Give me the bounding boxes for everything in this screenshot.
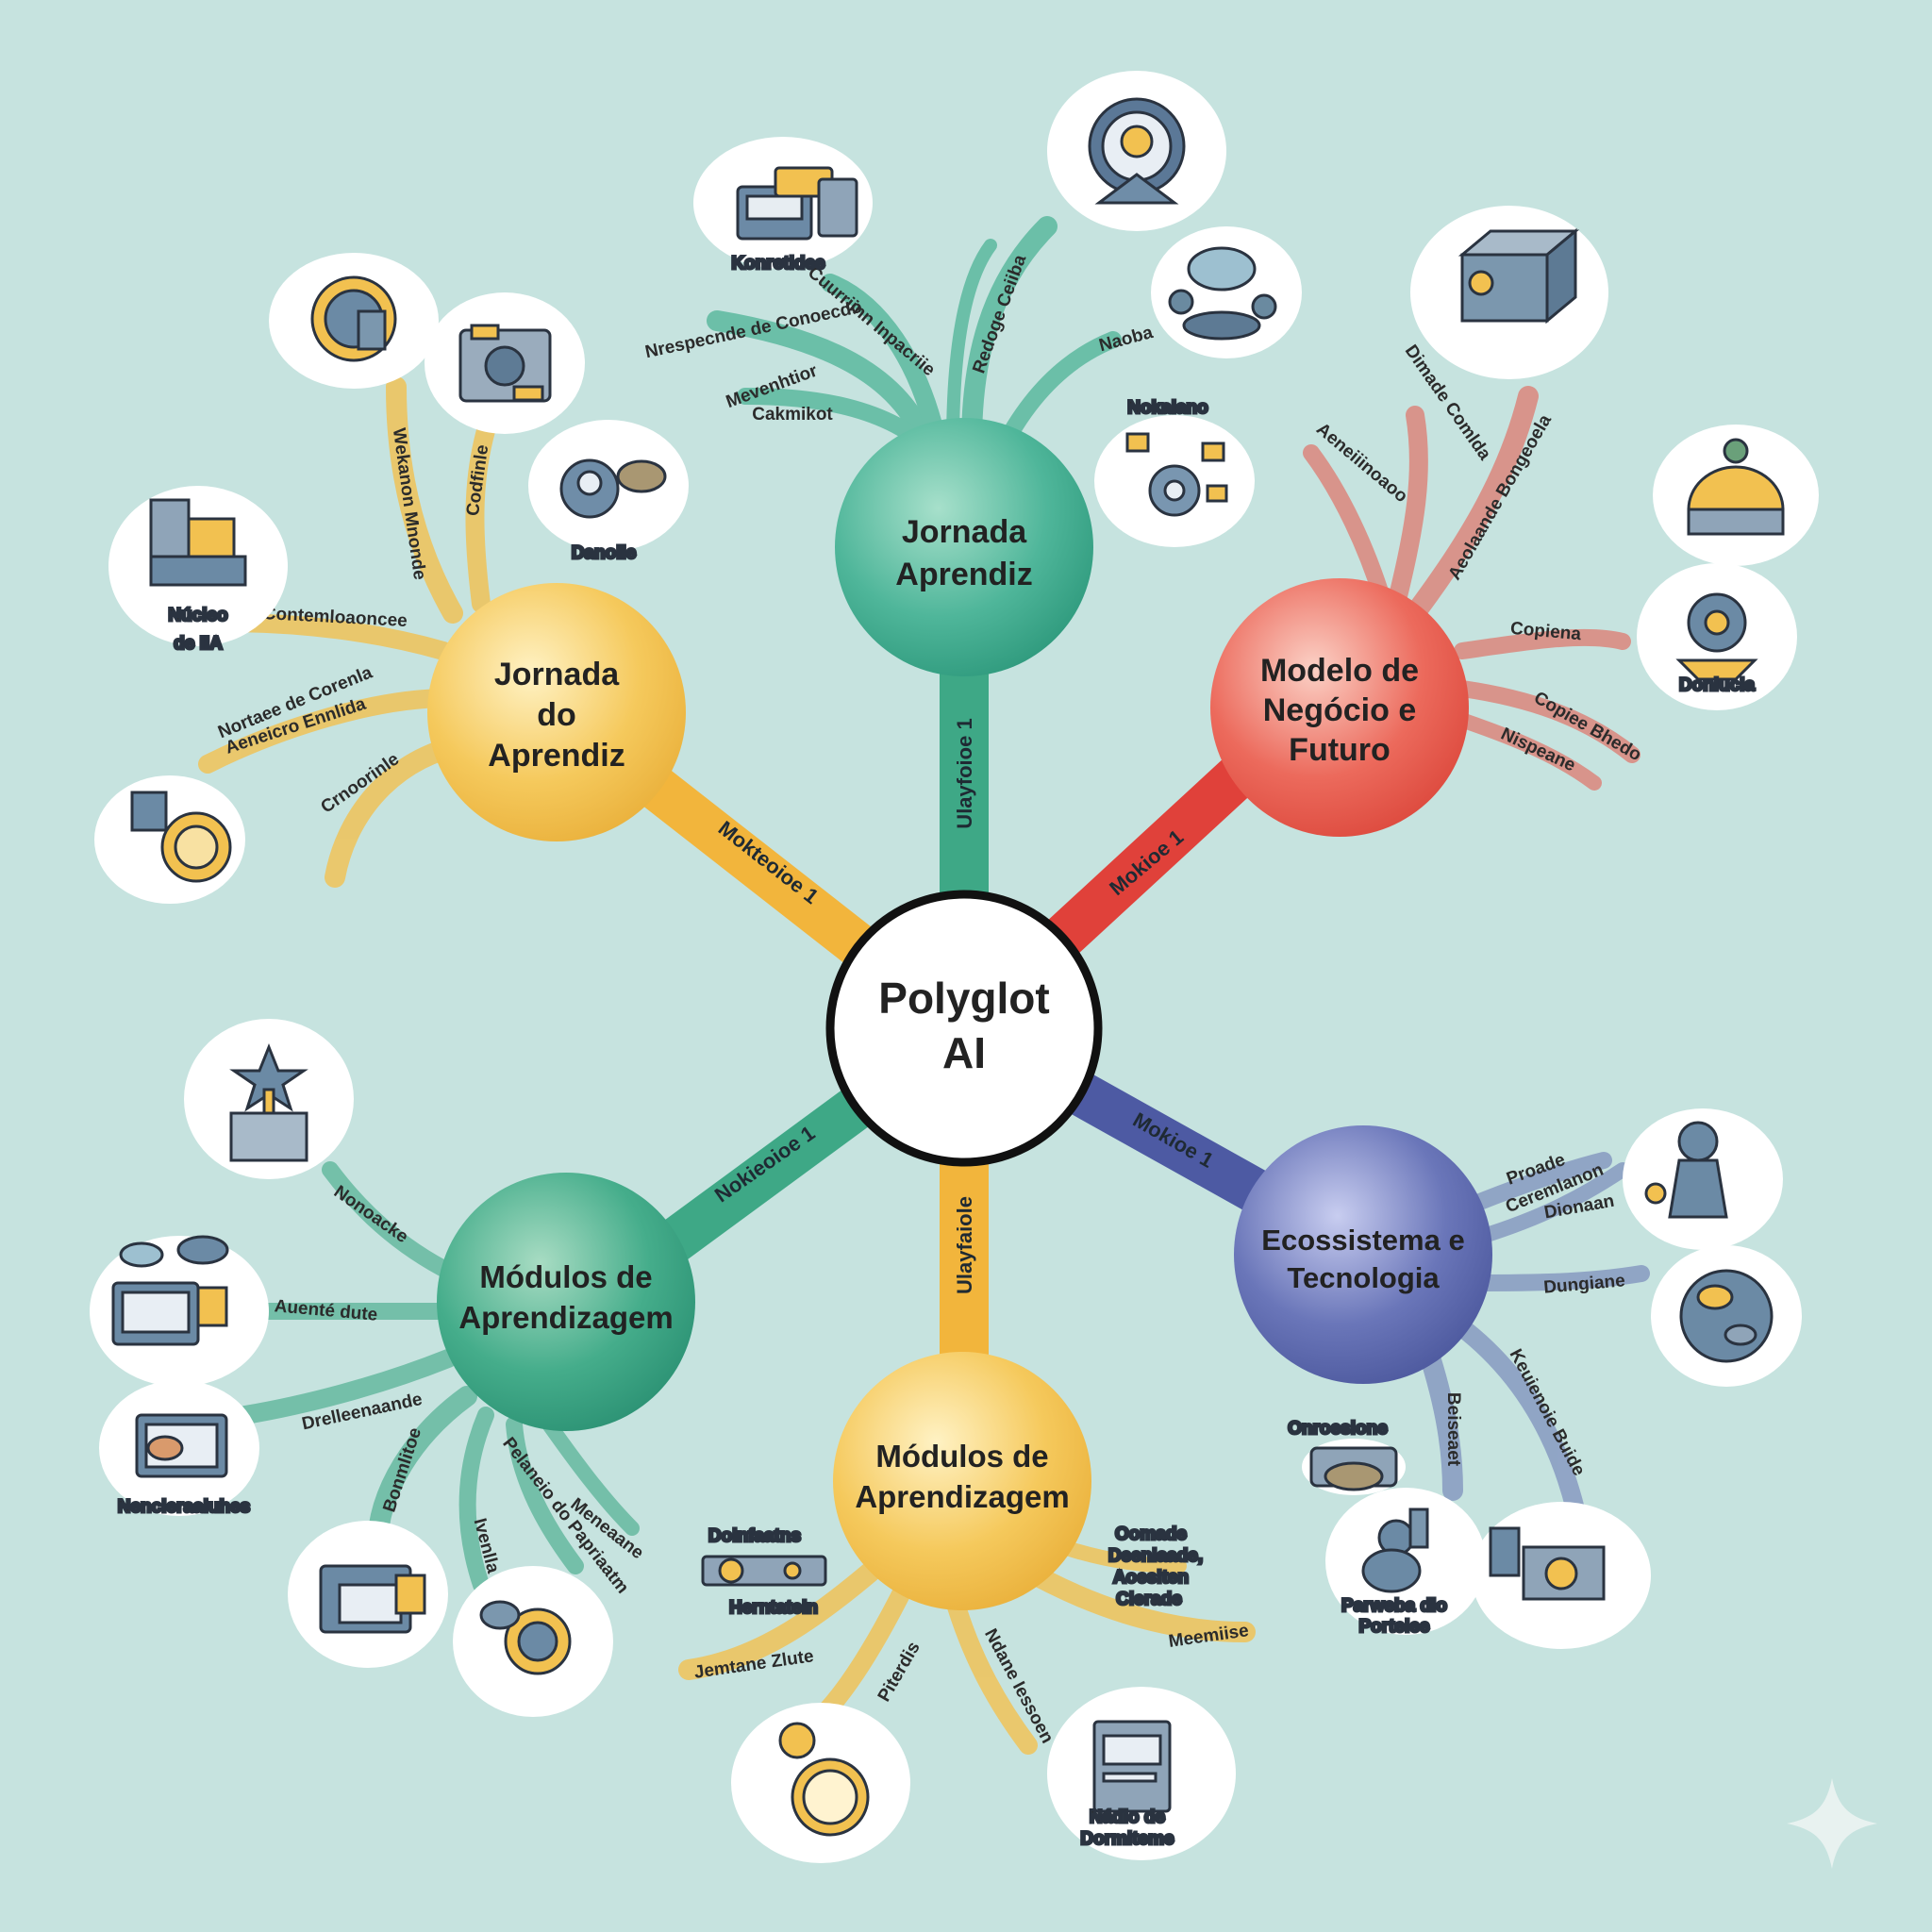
icon-label: Deenlaade, <box>1108 1546 1203 1566</box>
icon-label: Núcleo <box>168 606 227 625</box>
icon-label: Doinfaatns <box>708 1526 801 1546</box>
topic-node-bottom[interactable]: Módulos de Aprendizagem <box>833 1352 1091 1610</box>
topic-node-right-top[interactable]: Modelo de Negócio e Futuro <box>1210 578 1469 837</box>
connector-label-top: Ulayfoioe 1 <box>953 718 976 828</box>
branch-label: Keuienoie Buide <box>1506 1346 1589 1479</box>
icon-label: Nencieraaiuhes <box>118 1497 250 1517</box>
icon-label: Donlucia <box>1679 675 1756 695</box>
icon-label: Aoesiten <box>1113 1568 1189 1588</box>
branch-label: Naoba <box>1097 323 1156 356</box>
globe-gear-icon <box>453 1566 613 1717</box>
icon-clusters: Konretidee Nokaiano <box>90 71 1877 1869</box>
topic-node-right-bottom[interactable]: Ecossistema e Tecnologia <box>1234 1125 1492 1384</box>
icon-label: Danoiie <box>572 543 637 563</box>
topic-node-left-top[interactable]: Jornada do Aprendiz <box>427 583 686 841</box>
icon-label: Herntatein <box>729 1598 818 1618</box>
pipeline-icon <box>701 1555 827 1587</box>
robot-temple-icon <box>1637 563 1797 710</box>
books-computer-icon <box>108 486 288 646</box>
branch-label: Cakmikot <box>752 405 833 425</box>
branch-label: Nispeane <box>1498 724 1578 776</box>
icon-label: Onroesione <box>1288 1419 1388 1439</box>
branch-label: Wekanon Mnonde <box>389 426 429 581</box>
branch-label: Bonmlitoe <box>379 1425 425 1515</box>
sun-gear-icon <box>269 253 439 389</box>
laptop-clouds-icon <box>90 1235 269 1387</box>
city-machine-icon <box>1472 1502 1651 1649</box>
robot-people-icon <box>528 420 689 552</box>
sparkle-icon <box>1787 1778 1877 1869</box>
icon-label: Nádio de <box>1090 1807 1165 1827</box>
watch-icon <box>94 775 245 904</box>
dino-icon <box>1325 1488 1486 1635</box>
icon-label: Clerade <box>1116 1590 1182 1609</box>
compass-icon <box>731 1703 910 1863</box>
trophy-star-icon <box>184 1019 354 1179</box>
topic-node-top[interactable]: Jornada Aprendiz <box>835 418 1093 676</box>
computer-stack-icon <box>288 1521 448 1668</box>
hand-monitor-icon <box>99 1380 259 1516</box>
icon-label: Porteiee <box>1359 1617 1430 1637</box>
document-screen-icon <box>1047 1687 1236 1860</box>
console-icon <box>693 137 873 269</box>
machine-hands-icon <box>425 292 585 434</box>
icon-label: Oomade <box>1115 1524 1187 1544</box>
branch-label: Beiseaet <box>1443 1392 1463 1467</box>
gear-network-icon <box>1094 415 1255 547</box>
branch-label: Auenté dute <box>274 1296 378 1324</box>
icon-label: Parweba dio <box>1341 1596 1447 1616</box>
world-map-icon <box>1651 1245 1802 1387</box>
icon-label: Konretidee <box>731 254 824 274</box>
icon-label: de IIA <box>174 634 223 654</box>
astronaut-icon <box>1047 71 1226 231</box>
branch-label: Codfinle <box>463 443 492 517</box>
icon-label: Dormiteme <box>1080 1829 1174 1849</box>
topic-node-left-bottom[interactable]: Módulos de Aprendizagem <box>437 1173 695 1431</box>
connector-label-bottom: Ulayfaiole <box>953 1196 976 1294</box>
server-block-icon <box>1410 206 1608 379</box>
piece-animal-icon <box>1623 1108 1783 1250</box>
onroesione-group <box>1302 1439 1406 1495</box>
center-node[interactable]: Polyglot AI <box>825 890 1103 1167</box>
gold-dome-icon <box>1653 425 1819 566</box>
cloud-island-icon <box>1151 226 1302 358</box>
icon-label: Nokaiano <box>1127 398 1208 418</box>
branch-label: Nonoacke <box>330 1182 411 1247</box>
